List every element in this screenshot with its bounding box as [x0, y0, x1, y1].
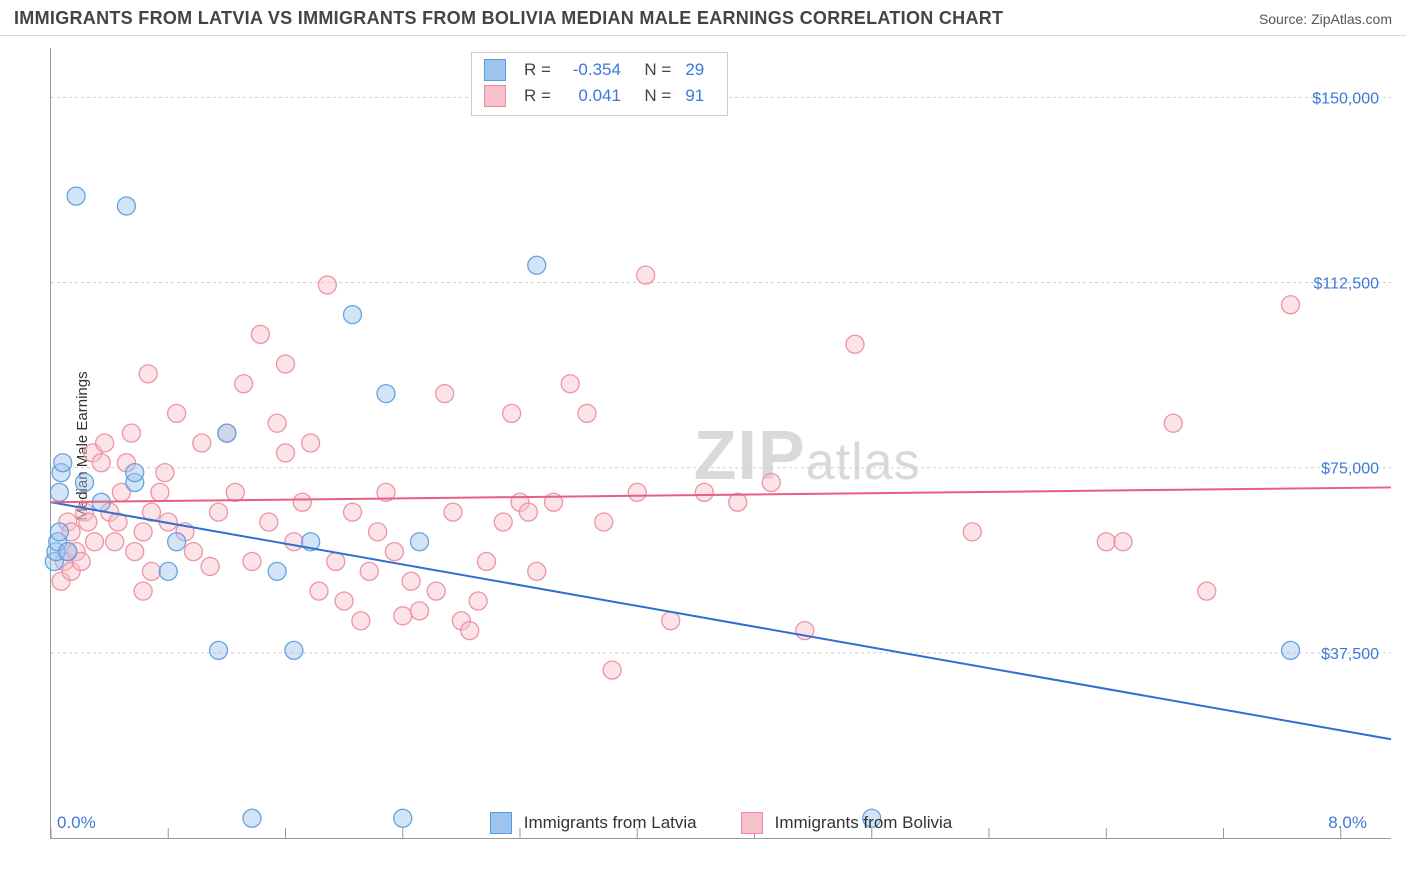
source-attribution: Source: ZipAtlas.com — [1259, 11, 1392, 27]
stat-n-label: N = — [635, 83, 671, 109]
legend-label-latvia: Immigrants from Latvia — [524, 813, 697, 833]
legend-item-bolivia: Immigrants from Bolivia — [741, 812, 953, 834]
stat-n-label: N = — [635, 57, 671, 83]
chart-title: IMMIGRANTS FROM LATVIA VS IMMIGRANTS FRO… — [14, 8, 1003, 29]
chart-svg: $37,500 $75,000 $112,500 $150,000 — [51, 48, 1391, 838]
svg-text:$150,000: $150,000 — [1312, 90, 1379, 107]
correlation-stats-box: R = -0.354 N = 29 R = 0.041 N = 91 — [471, 52, 728, 116]
source-prefix: Source: — [1259, 11, 1311, 27]
stat-r-latvia: -0.354 — [561, 57, 621, 83]
legend-label-bolivia: Immigrants from Bolivia — [775, 813, 953, 833]
bottom-legend: 0.0% Immigrants from Latvia Immigrants f… — [51, 806, 1391, 840]
stats-row-latvia: R = -0.354 N = 29 — [484, 57, 715, 83]
stat-r-bolivia: 0.041 — [561, 83, 621, 109]
legend-swatch-bolivia — [741, 812, 763, 834]
chart-header: IMMIGRANTS FROM LATVIA VS IMMIGRANTS FRO… — [0, 0, 1406, 36]
x-axis-min-label: 0.0% — [57, 813, 96, 833]
stat-r-label: R = — [524, 83, 551, 109]
stats-row-bolivia: R = 0.041 N = 91 — [484, 83, 715, 109]
legend-swatch-latvia — [490, 812, 512, 834]
legend-item-latvia: Immigrants from Latvia — [490, 812, 697, 834]
stat-n-latvia: 29 — [685, 57, 715, 83]
source-link[interactable]: ZipAtlas.com — [1311, 11, 1392, 27]
svg-text:$37,500: $37,500 — [1321, 646, 1379, 663]
svg-text:$112,500: $112,500 — [1313, 276, 1379, 293]
swatch-bolivia — [484, 85, 506, 107]
svg-text:$75,000: $75,000 — [1321, 461, 1379, 478]
stat-n-bolivia: 91 — [685, 83, 715, 109]
x-axis-max-label: 8.0% — [1328, 813, 1367, 833]
swatch-latvia — [484, 59, 506, 81]
stat-r-label: R = — [524, 57, 551, 83]
chart-plot-area: ZIPatlas $37,500$75,000$112,500$150,000 … — [50, 48, 1391, 839]
